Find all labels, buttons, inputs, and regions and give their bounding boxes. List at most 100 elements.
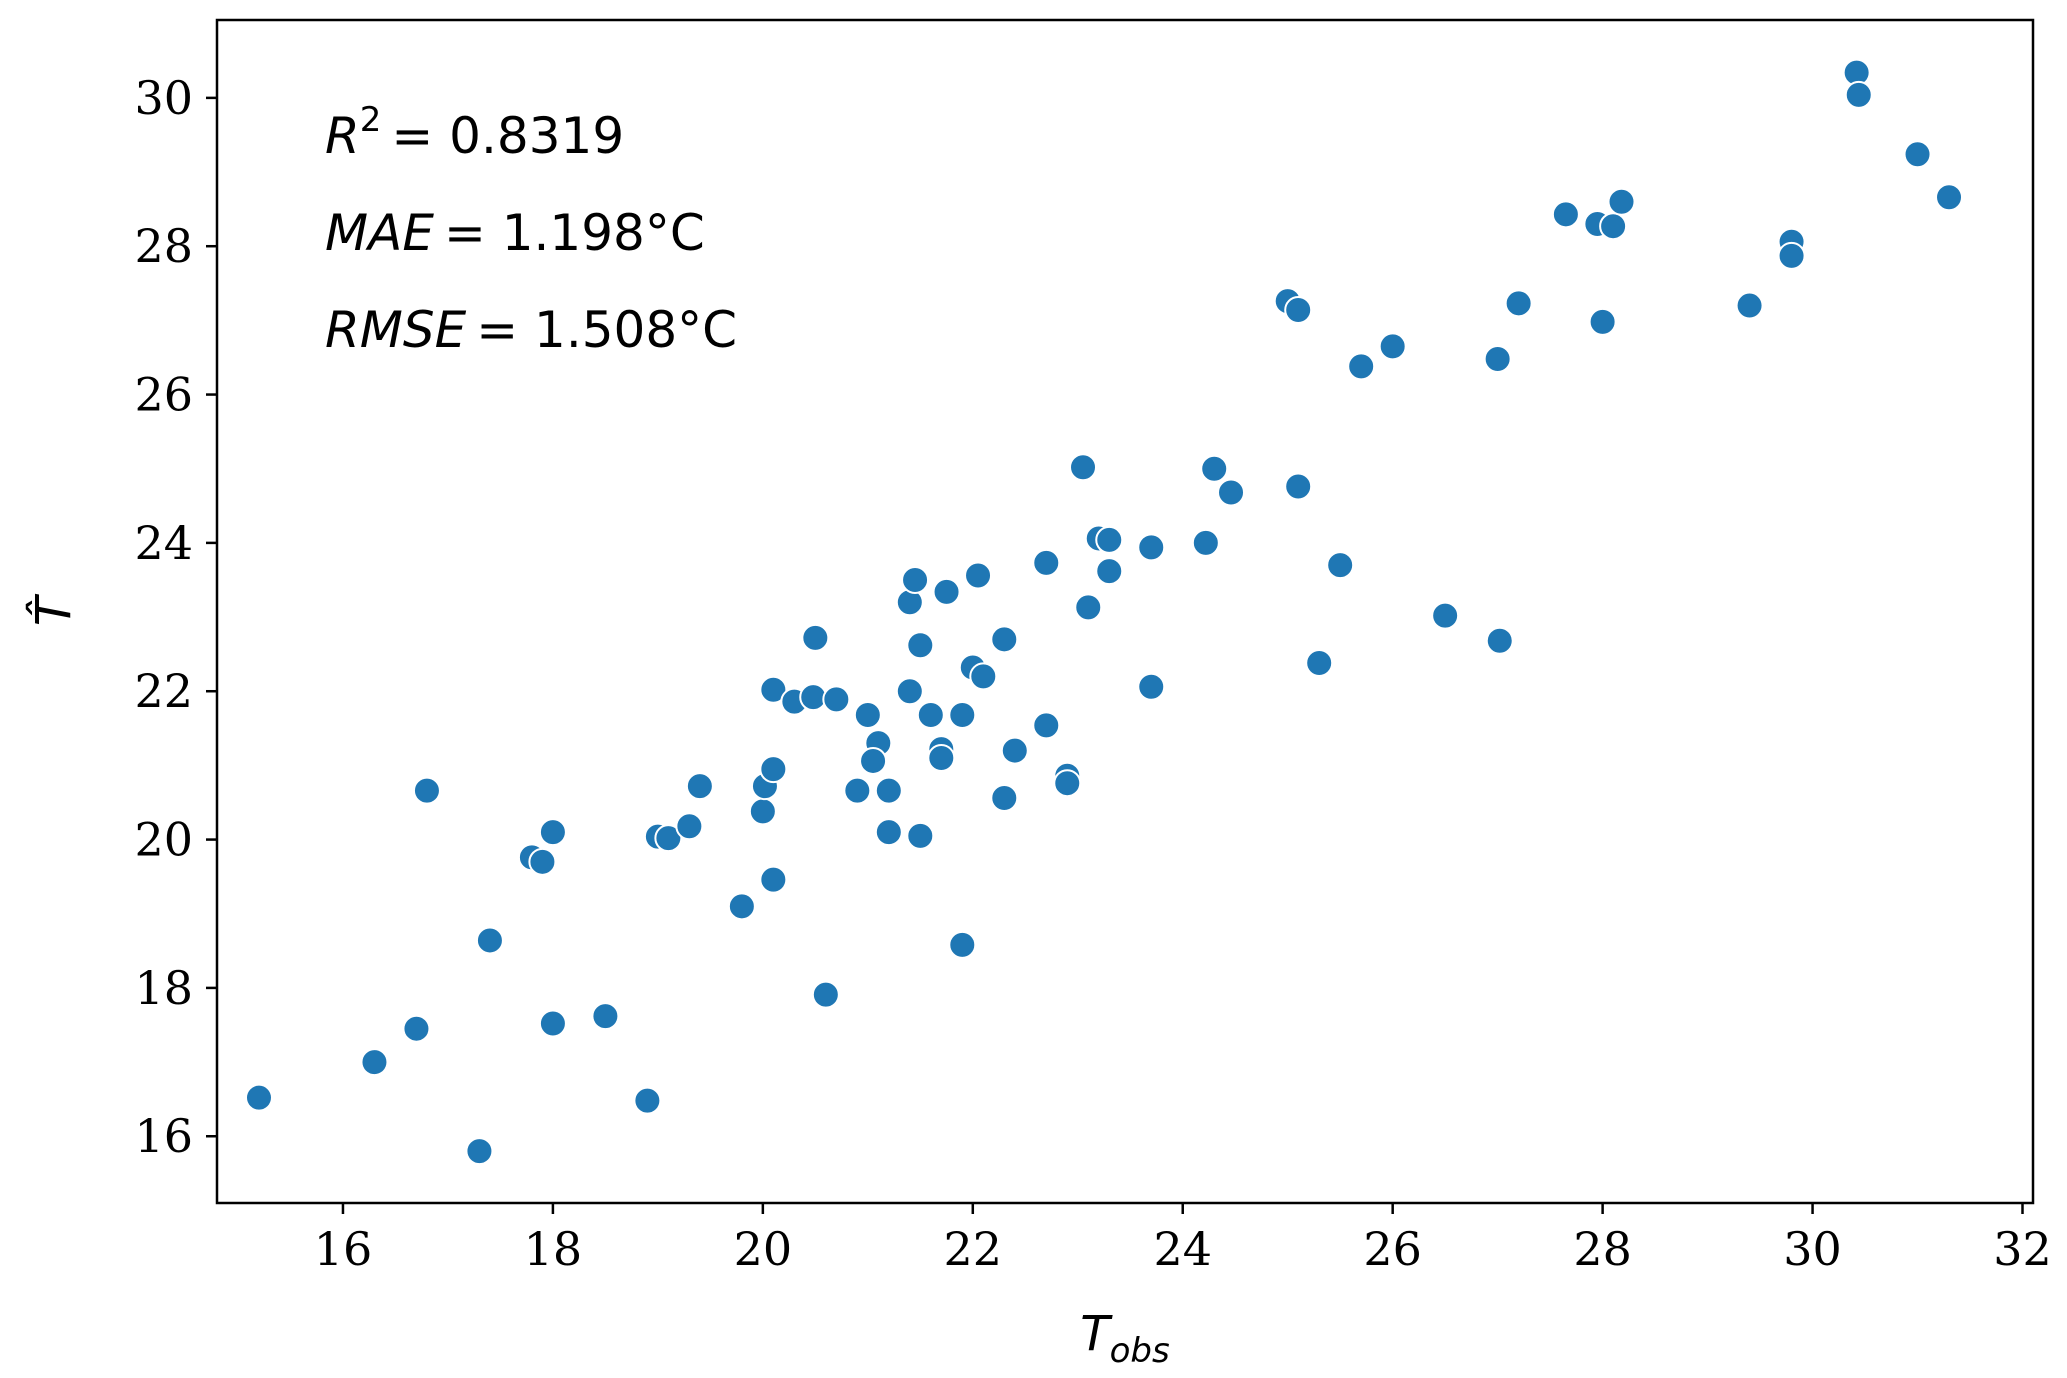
- data-point: [1599, 212, 1628, 241]
- data-point: [244, 1083, 273, 1112]
- x-tick-label: 26: [1363, 1222, 1422, 1276]
- data-point: [1053, 769, 1082, 798]
- r2-value: = 0.8319: [391, 107, 624, 165]
- data-point: [895, 677, 924, 706]
- y-tick-label: 30: [134, 71, 193, 125]
- metrics-annotation: R2 = 0.8319 MAE = 1.198°C RMSE = 1.508°C: [325, 100, 737, 359]
- data-point: [675, 812, 704, 841]
- data-point: [591, 1002, 620, 1031]
- data-point: [1903, 140, 1932, 169]
- data-point: [801, 623, 830, 652]
- rmse-annotation: RMSE = 1.508°C: [325, 301, 737, 359]
- data-point: [412, 776, 441, 805]
- data-point: [948, 930, 977, 959]
- data-point: [1095, 525, 1124, 554]
- data-point: [948, 700, 977, 729]
- data-point: [1284, 296, 1313, 325]
- x-axis-title: Tobs: [1080, 1306, 1169, 1371]
- data-point: [1326, 551, 1355, 580]
- r2-label: R: [325, 107, 360, 165]
- data-point: [990, 784, 1019, 813]
- data-point: [1200, 454, 1229, 483]
- mae-value: = 1.198°C: [444, 204, 705, 262]
- data-point: [811, 980, 840, 1009]
- data-point: [475, 926, 504, 955]
- data-point: [1284, 472, 1313, 501]
- data-point: [901, 565, 930, 594]
- data-point: [1137, 533, 1166, 562]
- y-axis: 16 18 20 22 24 26 28 30: [134, 71, 217, 1163]
- data-point: [1032, 548, 1061, 577]
- data-point: [969, 662, 998, 691]
- data-point: [360, 1048, 389, 1077]
- points-layer: [244, 58, 1964, 1166]
- data-point: [927, 743, 956, 772]
- x-tick-label: 30: [1783, 1222, 1842, 1276]
- data-point: [1069, 453, 1098, 482]
- data-point: [1588, 307, 1617, 336]
- data-point: [1844, 80, 1873, 109]
- data-point: [759, 755, 788, 784]
- data-point: [759, 675, 788, 704]
- data-point: [1000, 736, 1029, 765]
- data-point: [1431, 601, 1460, 630]
- data-point: [1032, 711, 1061, 740]
- data-point: [1504, 289, 1533, 318]
- mae-label: MAE: [325, 204, 434, 262]
- data-point: [1191, 528, 1220, 557]
- data-point: [1095, 557, 1124, 586]
- y-tick-label: 28: [134, 219, 193, 273]
- data-point: [654, 824, 683, 853]
- data-point: [1735, 291, 1764, 320]
- data-point: [1305, 649, 1334, 678]
- data-point: [1217, 478, 1246, 507]
- data-point: [1935, 183, 1964, 212]
- data-point: [538, 1009, 567, 1038]
- plot-frame: [215, 18, 2035, 1205]
- data-point: [990, 625, 1019, 654]
- data-point: [932, 577, 961, 606]
- y-tick-label: 24: [134, 516, 193, 570]
- data-point: [1074, 593, 1103, 622]
- rmse-value: = 1.508°C: [476, 301, 737, 359]
- data-point: [859, 746, 888, 775]
- data-point: [916, 700, 945, 729]
- data-point: [1347, 352, 1376, 381]
- data-point: [685, 772, 714, 801]
- data-point: [1485, 626, 1514, 655]
- x-axis-title-base: T: [1080, 1306, 1113, 1362]
- data-point: [1483, 344, 1512, 373]
- data-point: [799, 683, 828, 712]
- x-tick-label: 22: [944, 1222, 1003, 1276]
- data-point: [1777, 241, 1806, 270]
- data-point: [633, 1086, 662, 1115]
- x-tick-label: 16: [314, 1222, 373, 1276]
- data-point: [822, 685, 851, 714]
- data-point: [874, 818, 903, 847]
- y-tick-label: 16: [134, 1109, 193, 1163]
- data-point: [528, 847, 557, 876]
- x-axis: 16 18 20 22 24 26 28 30 32: [314, 1203, 2052, 1276]
- r2-superscript: 2: [360, 100, 382, 140]
- data-point: [843, 776, 872, 805]
- data-point: [402, 1014, 431, 1043]
- data-point: [465, 1137, 494, 1166]
- x-tick-label: 24: [1153, 1222, 1212, 1276]
- x-tick-label: 28: [1573, 1222, 1632, 1276]
- data-point: [538, 818, 567, 847]
- y-tick-label: 22: [134, 664, 193, 718]
- data-point: [748, 797, 777, 826]
- y-axis-title: T̂: [24, 593, 82, 626]
- mae-annotation: MAE = 1.198°C: [325, 204, 705, 262]
- data-point: [853, 700, 882, 729]
- y-tick-label: 18: [134, 961, 193, 1015]
- data-point: [1607, 187, 1636, 216]
- data-point: [906, 821, 935, 850]
- data-point: [964, 561, 993, 590]
- data-point: [1137, 672, 1166, 701]
- x-tick-label: 32: [1993, 1222, 2052, 1276]
- data-point: [874, 776, 903, 805]
- data-point: [1551, 200, 1580, 229]
- x-tick-label: 18: [524, 1222, 583, 1276]
